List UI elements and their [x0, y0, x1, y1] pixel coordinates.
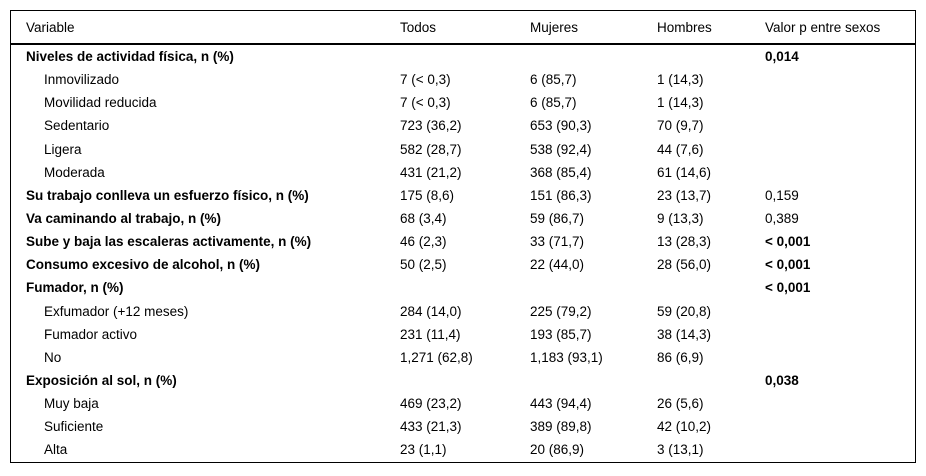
- todos-cell: 175 (8,6): [400, 187, 455, 203]
- hombres-cell: 13 (28,3): [657, 234, 712, 250]
- todos-cell: 23 (1,1): [400, 442, 447, 458]
- hombres-cell: 86 (6,9): [657, 349, 704, 365]
- variable-cell: Exposición al sol, n (%): [26, 373, 177, 389]
- variable-cell: Alta: [44, 442, 68, 458]
- mujeres-cell: 443 (94,4): [530, 396, 592, 412]
- variable-cell: Consumo excesivo de alcohol, n (%): [26, 257, 261, 273]
- column-header-todos: Todos: [400, 19, 437, 35]
- mujeres-cell: 33 (71,7): [530, 234, 585, 250]
- todos-cell: 433 (21,3): [400, 419, 462, 435]
- column-header-mujeres: Mujeres: [530, 19, 579, 35]
- mujeres-cell: 1,183 (93,1): [530, 349, 603, 365]
- table-row: Fumador activo 231 (11,4) 193 (85,7) 38 …: [11, 323, 915, 346]
- variable-cell: No: [44, 349, 62, 365]
- variable-cell: Ligera: [44, 141, 82, 157]
- column-header-variable: Variable: [26, 19, 75, 35]
- table-row: Exfumador (+12 meses) 284 (14,0) 225 (79…: [11, 300, 915, 323]
- statistics-table: Variable Todos Mujeres Hombres Valor p e…: [10, 10, 916, 463]
- pvalue-cell: 0,389: [765, 211, 799, 227]
- mujeres-cell: 225 (79,2): [530, 303, 592, 319]
- variable-cell: Fumador, n (%): [26, 280, 124, 296]
- pvalue-cell: < 0,001: [765, 234, 811, 250]
- todos-cell: 469 (23,2): [400, 396, 462, 412]
- variable-cell: Fumador activo: [44, 326, 138, 342]
- table-header-row: Variable Todos Mujeres Hombres Valor p e…: [11, 11, 915, 45]
- variable-cell: Moderada: [44, 164, 105, 180]
- table-row: Sube y baja las escaleras activamente, n…: [11, 230, 915, 253]
- mujeres-cell: 368 (85,4): [530, 164, 592, 180]
- variable-cell: Movilidad reducida: [44, 95, 157, 111]
- column-header-hombres: Hombres: [657, 19, 712, 35]
- mujeres-cell: 6 (85,7): [530, 72, 577, 88]
- mujeres-cell: 22 (44,0): [530, 257, 585, 273]
- mujeres-cell: 59 (86,7): [530, 211, 585, 227]
- mujeres-cell: 653 (90,3): [530, 118, 592, 134]
- todos-cell: 723 (36,2): [400, 118, 462, 134]
- todos-cell: 231 (11,4): [400, 326, 461, 342]
- hombres-cell: 70 (9,7): [657, 118, 704, 134]
- hombres-cell: 59 (20,8): [657, 303, 712, 319]
- pvalue-cell: < 0,001: [765, 280, 811, 296]
- table-row: Exposición al sol, n (%) 0,038: [11, 369, 915, 392]
- hombres-cell: 1 (14,3): [657, 72, 704, 88]
- hombres-cell: 1 (14,3): [657, 95, 704, 111]
- todos-cell: 284 (14,0): [400, 303, 462, 319]
- hombres-cell: 23 (13,7): [657, 187, 712, 203]
- variable-cell: Va caminando al trabajo, n (%): [26, 211, 222, 227]
- table-row: Consumo excesivo de alcohol, n (%) 50 (2…: [11, 253, 915, 276]
- todos-cell: 582 (28,7): [400, 141, 462, 157]
- table-row: Niveles de actividad física, n (%) 0,014: [11, 45, 915, 68]
- mujeres-cell: 193 (85,7): [530, 326, 592, 342]
- variable-cell: Suficiente: [44, 419, 104, 435]
- table-row: Movilidad reducida 7 (< 0,3) 6 (85,7) 1 …: [11, 91, 915, 114]
- pvalue-cell: 0,038: [765, 373, 799, 389]
- todos-cell: 50 (2,5): [400, 257, 447, 273]
- table-row: Alta 23 (1,1) 20 (86,9) 3 (13,1): [11, 438, 915, 461]
- hombres-cell: 38 (14,3): [657, 326, 712, 342]
- pvalue-cell: < 0,001: [765, 257, 811, 273]
- table-row: Ligera 582 (28,7) 538 (92,4) 44 (7,6): [11, 138, 915, 161]
- table-row: Su trabajo conlleva un esfuerzo físico, …: [11, 184, 915, 207]
- variable-cell: Exfumador (+12 meses): [44, 303, 189, 319]
- variable-cell: Muy baja: [44, 396, 99, 412]
- variable-cell: Niveles de actividad física, n (%): [26, 49, 234, 65]
- pvalue-cell: 0,159: [765, 187, 799, 203]
- hombres-cell: 26 (5,6): [657, 396, 704, 412]
- variable-cell: Inmovilizado: [44, 72, 120, 88]
- column-header-pvalue: Valor p entre sexos: [765, 19, 881, 35]
- hombres-cell: 42 (10,2): [657, 419, 712, 435]
- hombres-cell: 3 (13,1): [657, 442, 704, 458]
- mujeres-cell: 389 (89,8): [530, 419, 592, 435]
- todos-cell: 1,271 (62,8): [400, 349, 473, 365]
- todos-cell: 68 (3,4): [400, 211, 447, 227]
- todos-cell: 46 (2,3): [400, 234, 447, 250]
- todos-cell: 7 (< 0,3): [400, 72, 451, 88]
- pvalue-cell: 0,014: [765, 49, 799, 65]
- table-row: Fumador, n (%) < 0,001: [11, 276, 915, 299]
- variable-cell: Sedentario: [44, 118, 110, 134]
- table-row: Inmovilizado 7 (< 0,3) 6 (85,7) 1 (14,3): [11, 68, 915, 91]
- hombres-cell: 44 (7,6): [657, 141, 704, 157]
- hombres-cell: 61 (14,6): [657, 164, 712, 180]
- table-row: Suficiente 433 (21,3) 389 (89,8) 42 (10,…: [11, 415, 915, 438]
- mujeres-cell: 20 (86,9): [530, 442, 585, 458]
- table-row: No 1,271 (62,8) 1,183 (93,1) 86 (6,9): [11, 346, 915, 369]
- variable-cell: Sube y baja las escaleras activamente, n…: [26, 234, 312, 250]
- hombres-cell: 9 (13,3): [657, 211, 704, 227]
- mujeres-cell: 538 (92,4): [530, 141, 592, 157]
- table-row: Muy baja 469 (23,2) 443 (94,4) 26 (5,6): [11, 392, 915, 415]
- table-row: Moderada 431 (21,2) 368 (85,4) 61 (14,6): [11, 161, 915, 184]
- todos-cell: 7 (< 0,3): [400, 95, 451, 111]
- mujeres-cell: 151 (86,3): [530, 187, 592, 203]
- variable-cell: Su trabajo conlleva un esfuerzo físico, …: [26, 187, 309, 203]
- table-row: Sedentario 723 (36,2) 653 (90,3) 70 (9,7…: [11, 114, 915, 137]
- mujeres-cell: 6 (85,7): [530, 95, 577, 111]
- table-row: Va caminando al trabajo, n (%) 68 (3,4) …: [11, 207, 915, 230]
- todos-cell: 431 (21,2): [400, 164, 462, 180]
- hombres-cell: 28 (56,0): [657, 257, 712, 273]
